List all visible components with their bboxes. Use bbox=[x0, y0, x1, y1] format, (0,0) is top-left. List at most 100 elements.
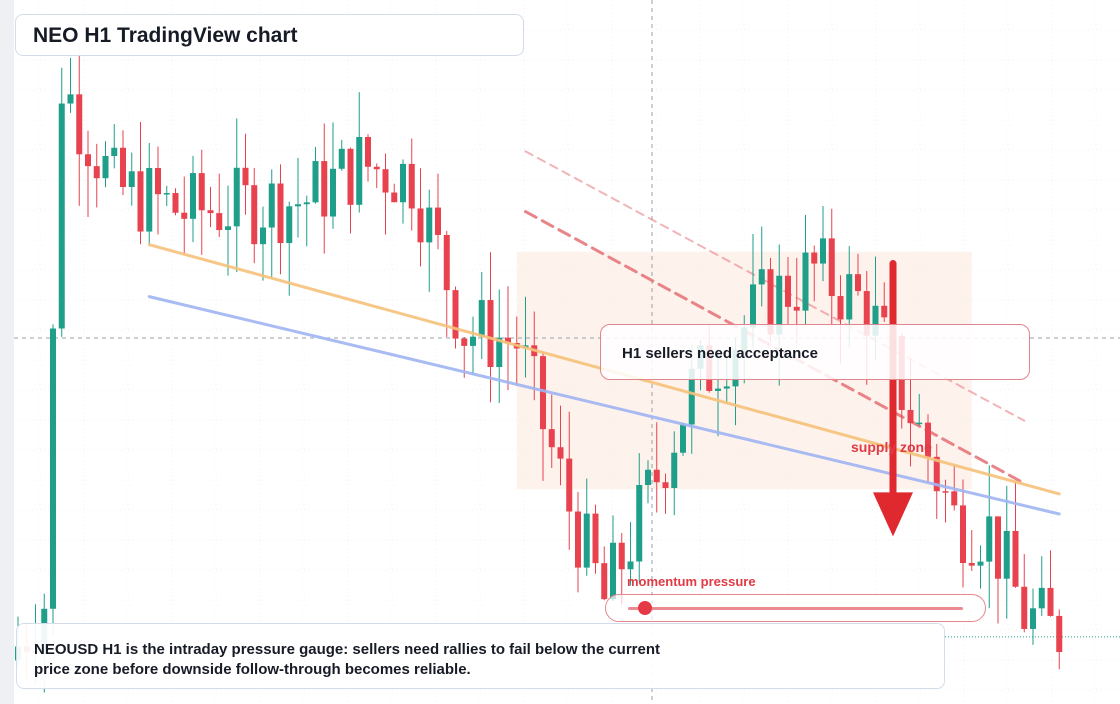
candle-body bbox=[443, 234, 450, 291]
candle-body bbox=[1003, 530, 1010, 579]
candle-body bbox=[863, 291, 870, 336]
candle-body bbox=[85, 154, 91, 167]
candle-body bbox=[242, 167, 249, 186]
candle-body bbox=[881, 305, 888, 318]
candle-body bbox=[286, 206, 293, 244]
momentum-knob[interactable] bbox=[637, 601, 652, 615]
caption-line-2: price zone before downside follow-throug… bbox=[34, 661, 471, 678]
candle-body bbox=[592, 513, 599, 564]
candle-body bbox=[76, 94, 83, 155]
candle-body bbox=[67, 94, 74, 104]
candle-body bbox=[557, 447, 564, 459]
candle-body bbox=[776, 275, 783, 335]
candle-body bbox=[688, 368, 695, 425]
moving-average-blue bbox=[147, 295, 1061, 516]
chart-title: NEO H1 TradingView chart bbox=[15, 14, 524, 56]
candle-body bbox=[1030, 608, 1036, 629]
candle-body bbox=[548, 429, 555, 448]
candle-body bbox=[715, 388, 721, 391]
candle-body bbox=[960, 505, 966, 563]
candlestick-series bbox=[15, 44, 1063, 693]
candle-body bbox=[1038, 587, 1045, 609]
candle-body bbox=[251, 185, 258, 245]
candle-body bbox=[277, 183, 284, 244]
candle-body bbox=[120, 147, 126, 188]
upper-trendline bbox=[524, 150, 1026, 422]
left-edge-strip bbox=[0, 0, 14, 704]
arrow-head bbox=[873, 492, 913, 537]
candle-body bbox=[505, 337, 511, 343]
candle-body bbox=[1012, 530, 1019, 587]
candle-body bbox=[382, 169, 389, 193]
candle-body bbox=[417, 208, 424, 243]
caption-line-1: NEOUSD H1 is the intraday pressure gauge… bbox=[34, 641, 661, 658]
candle-body bbox=[933, 456, 940, 492]
candle-body bbox=[846, 274, 853, 320]
candle-body bbox=[478, 300, 485, 337]
candle-body bbox=[828, 238, 835, 297]
candle-body bbox=[618, 542, 625, 570]
candle-body bbox=[785, 275, 791, 307]
callout-text: H1 sellers need acceptance bbox=[622, 345, 818, 362]
candle-body bbox=[137, 171, 144, 232]
candle-body bbox=[338, 148, 345, 169]
candle-body bbox=[610, 542, 616, 600]
candle-body bbox=[181, 212, 188, 219]
candle-body bbox=[347, 148, 354, 205]
candle-body bbox=[102, 156, 109, 179]
candle-body bbox=[233, 167, 240, 227]
candle-body bbox=[802, 252, 809, 311]
chart-title-text: NEO H1 TradingView chart bbox=[33, 24, 298, 47]
candle-body bbox=[855, 274, 861, 292]
candle-body bbox=[260, 227, 266, 245]
candle-body bbox=[767, 269, 774, 335]
candle-body bbox=[837, 296, 844, 320]
candle-body bbox=[146, 167, 153, 232]
candle-body bbox=[303, 202, 310, 205]
candle-body bbox=[207, 210, 214, 214]
candle-body bbox=[583, 513, 590, 568]
candle-body bbox=[58, 103, 65, 329]
candle-body bbox=[172, 193, 179, 213]
candle-body bbox=[601, 563, 608, 600]
seller-callout: H1 sellers need acceptance bbox=[600, 324, 1030, 380]
momentum-pressure-label: momentum pressure bbox=[627, 574, 756, 589]
candle-body bbox=[391, 192, 398, 203]
candle-body bbox=[198, 173, 205, 211]
candle-body bbox=[811, 252, 818, 264]
candle-body bbox=[1056, 615, 1063, 652]
candle-body bbox=[942, 491, 949, 493]
candle-body bbox=[400, 163, 406, 203]
candle-body bbox=[916, 422, 923, 425]
candle-body bbox=[750, 284, 756, 328]
candle-body bbox=[723, 386, 730, 389]
momentum-pressure-slider[interactable] bbox=[605, 594, 986, 622]
candle-body bbox=[758, 269, 765, 285]
candle-body bbox=[330, 168, 336, 217]
candle-body bbox=[566, 458, 573, 512]
candle-body bbox=[496, 337, 503, 368]
candle-body bbox=[793, 306, 800, 311]
candle-body bbox=[487, 300, 494, 368]
candle-body bbox=[636, 484, 643, 562]
candle-body bbox=[461, 338, 468, 346]
candle-body bbox=[50, 328, 56, 609]
candle-body bbox=[163, 193, 170, 195]
candle-body bbox=[872, 305, 879, 336]
candle-body bbox=[93, 166, 100, 179]
candle-body bbox=[321, 161, 328, 217]
candle-body bbox=[907, 409, 914, 424]
candle-body bbox=[820, 238, 826, 264]
candle-body bbox=[925, 422, 931, 457]
candle-body bbox=[190, 173, 196, 219]
candle-body bbox=[1021, 586, 1028, 629]
candle-body bbox=[426, 207, 433, 243]
candle-body bbox=[1047, 587, 1054, 616]
candle-body bbox=[645, 469, 651, 485]
candle-body bbox=[128, 171, 135, 188]
candle-body bbox=[312, 161, 319, 203]
chart-caption: NEOUSD H1 is the intraday pressure gauge… bbox=[16, 623, 945, 689]
candle-body bbox=[540, 356, 546, 430]
candle-body bbox=[995, 516, 1001, 579]
candle-body bbox=[653, 469, 660, 483]
